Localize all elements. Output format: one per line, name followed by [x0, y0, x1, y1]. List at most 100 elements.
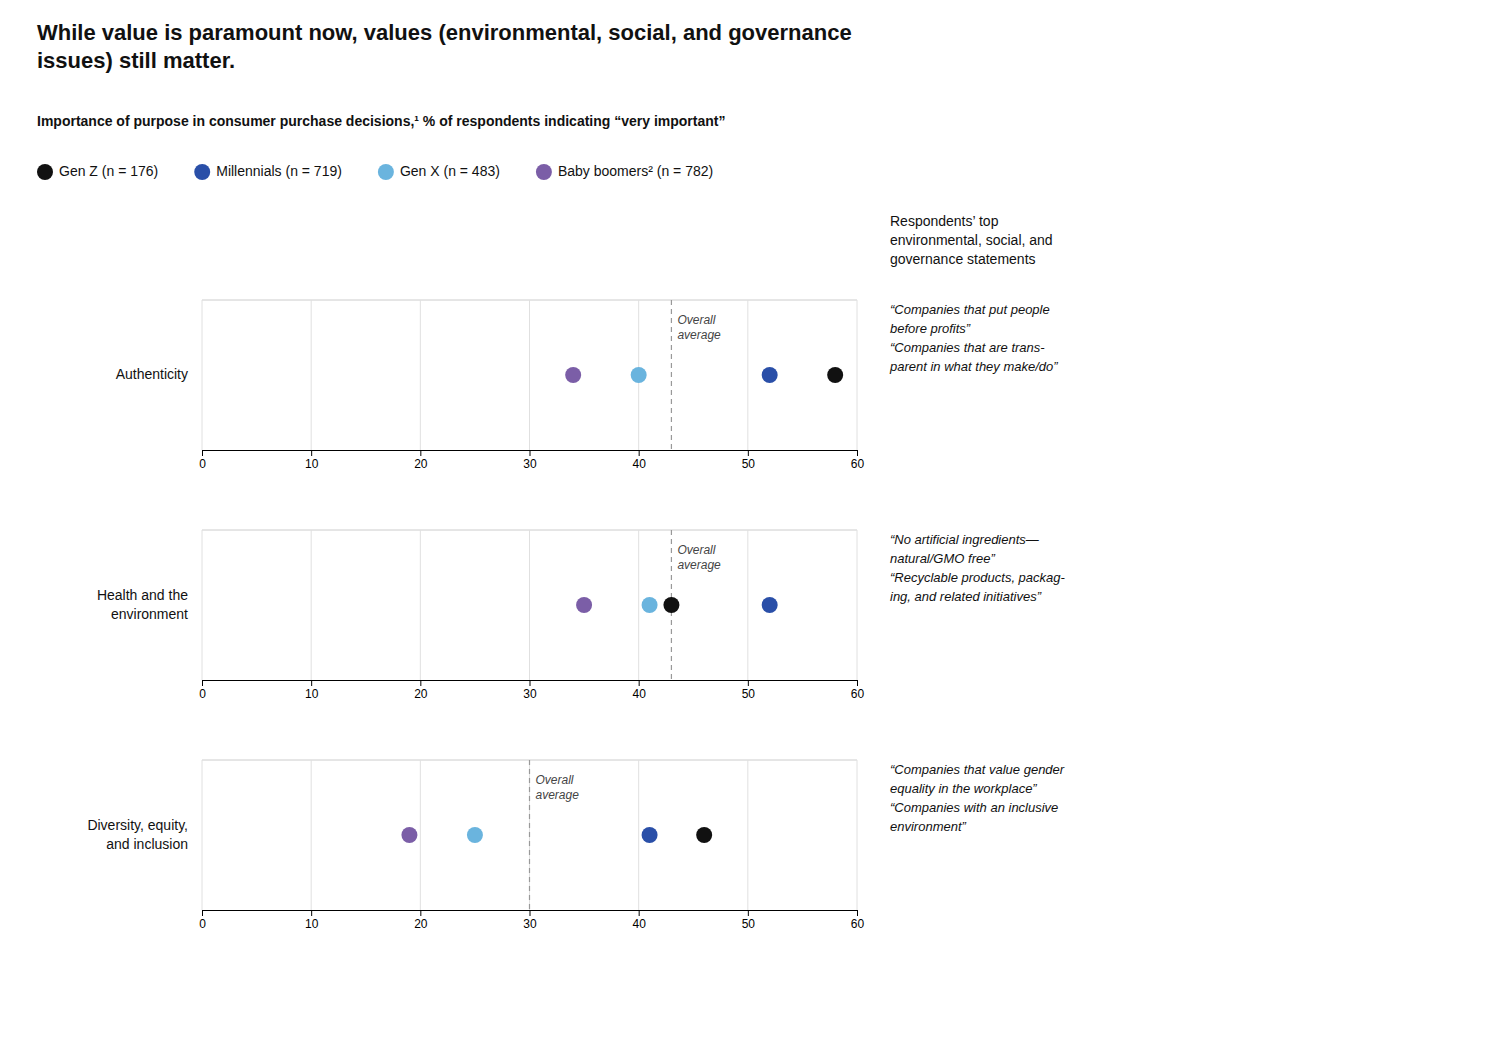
legend-marker — [194, 164, 210, 180]
x-tick: 30 — [523, 450, 537, 471]
x-tick-label: 0 — [199, 457, 206, 471]
grid-line — [638, 530, 639, 680]
text-line: Importance of purpose in consumer purcha… — [37, 113, 725, 129]
grid-line — [747, 530, 748, 680]
text-line: “Companies that value gender — [890, 762, 1065, 777]
x-tick-mark — [748, 910, 749, 916]
text-line: “Recyclable products, packag- — [890, 570, 1066, 585]
text-line: average — [677, 558, 721, 572]
dot — [576, 597, 592, 613]
dot — [565, 367, 581, 383]
grid-line — [529, 760, 530, 910]
text-line: and inclusion — [106, 835, 188, 851]
dot — [696, 827, 712, 843]
x-tick-label: 20 — [414, 917, 428, 931]
x-tick-mark — [202, 910, 203, 916]
x-tick-label: 50 — [742, 687, 756, 701]
average-label: Overallaverage — [677, 313, 721, 342]
title: While value is paramount now, values (en… — [37, 20, 852, 73]
marks — [576, 530, 778, 680]
x-tick-label: 60 — [851, 687, 865, 701]
x-tick-mark — [639, 450, 640, 456]
x-tick: 40 — [632, 450, 646, 471]
dot — [642, 827, 658, 843]
grid-line — [857, 760, 858, 910]
panel: 0102030405060OverallaverageHealth and th… — [97, 530, 865, 701]
subtitle: Importance of purpose in consumer purcha… — [37, 113, 725, 129]
text-line: “No artificial ingredients— — [890, 532, 1040, 547]
x-tick: 50 — [742, 910, 756, 931]
grid-line — [747, 300, 748, 450]
x-tick-mark — [311, 910, 312, 916]
x-tick-label: 10 — [305, 457, 319, 471]
text-line: equality in the workplace” — [890, 781, 1037, 796]
x-tick-label: 60 — [851, 917, 865, 931]
x-tick-label: 50 — [742, 917, 756, 931]
x-tick-mark — [857, 910, 858, 916]
legend-marker — [378, 164, 394, 180]
text-line: Overall — [677, 543, 715, 557]
legend-label: Gen Z (n = 176) — [59, 163, 158, 179]
x-tick: 20 — [414, 680, 428, 701]
x-tick: 10 — [305, 910, 319, 931]
average-line — [529, 760, 530, 910]
x-tick-mark — [202, 450, 203, 456]
x-tick: 50 — [742, 680, 756, 701]
text-line: ing, and related initiatives” — [890, 589, 1042, 604]
dot — [642, 597, 658, 613]
x-tick-label: 20 — [414, 687, 428, 701]
x-tick: 20 — [414, 910, 428, 931]
text-line: “Companies that are trans- — [890, 340, 1045, 355]
grid-line — [747, 760, 748, 910]
x-tick: 20 — [414, 450, 428, 471]
grid-line — [857, 300, 858, 450]
x-tick-label: 40 — [632, 457, 646, 471]
x-tick-mark — [311, 450, 312, 456]
legend: Gen Z (n = 176)Millennials (n = 719)Gen … — [37, 163, 713, 180]
x-axis: 0102030405060 — [199, 450, 864, 471]
annotation: “No artificial ingredients— natural/GMO f… — [890, 532, 1066, 604]
grid-line — [202, 760, 203, 910]
panel: 0102030405060OverallaverageDiversity, eq… — [87, 760, 864, 931]
text-line: Authenticity — [116, 366, 188, 382]
grid — [202, 530, 857, 680]
text-line: natural/GMO free” — [890, 551, 995, 566]
x-tick-mark — [639, 680, 640, 686]
legend-item: Gen Z (n = 176) — [37, 163, 158, 180]
x-tick: 0 — [199, 680, 206, 701]
average-label: Overallaverage — [536, 773, 580, 802]
dot — [467, 827, 483, 843]
grid-line — [202, 530, 203, 680]
x-tick: 30 — [523, 910, 537, 931]
x-tick-label: 0 — [199, 687, 206, 701]
x-axis-line — [203, 681, 858, 687]
grid-line — [529, 530, 530, 680]
average-line — [671, 300, 672, 450]
x-tick-mark — [639, 910, 640, 916]
dot — [663, 597, 679, 613]
x-tick-label: 30 — [523, 457, 537, 471]
x-tick-mark — [202, 680, 203, 686]
legend-label: Gen X (n = 483) — [400, 163, 500, 179]
x-tick: 60 — [851, 450, 865, 471]
annotation-header: Respondents’ topenvironmental, social, a… — [890, 213, 1053, 267]
x-tick-label: 10 — [305, 917, 319, 931]
x-tick-mark — [311, 680, 312, 686]
grid-line — [857, 530, 858, 680]
dot — [827, 367, 843, 383]
x-tick: 60 — [851, 910, 865, 931]
grid-line — [420, 300, 421, 450]
x-tick-mark — [748, 680, 749, 686]
grid-line — [529, 300, 530, 450]
text-line: “Companies that put people — [890, 302, 1050, 317]
grid-line — [311, 300, 312, 450]
x-axis-line — [203, 451, 858, 457]
legend-marker — [536, 164, 552, 180]
text-line: Diversity, equity, — [87, 816, 188, 832]
text-line: parent in what they make/do” — [889, 359, 1058, 374]
x-tick-label: 40 — [632, 687, 646, 701]
text-line: issues) still matter. — [37, 48, 235, 73]
x-tick-label: 60 — [851, 457, 865, 471]
grid — [202, 760, 857, 910]
annotation: “Companies that value gender equality in … — [890, 762, 1065, 834]
